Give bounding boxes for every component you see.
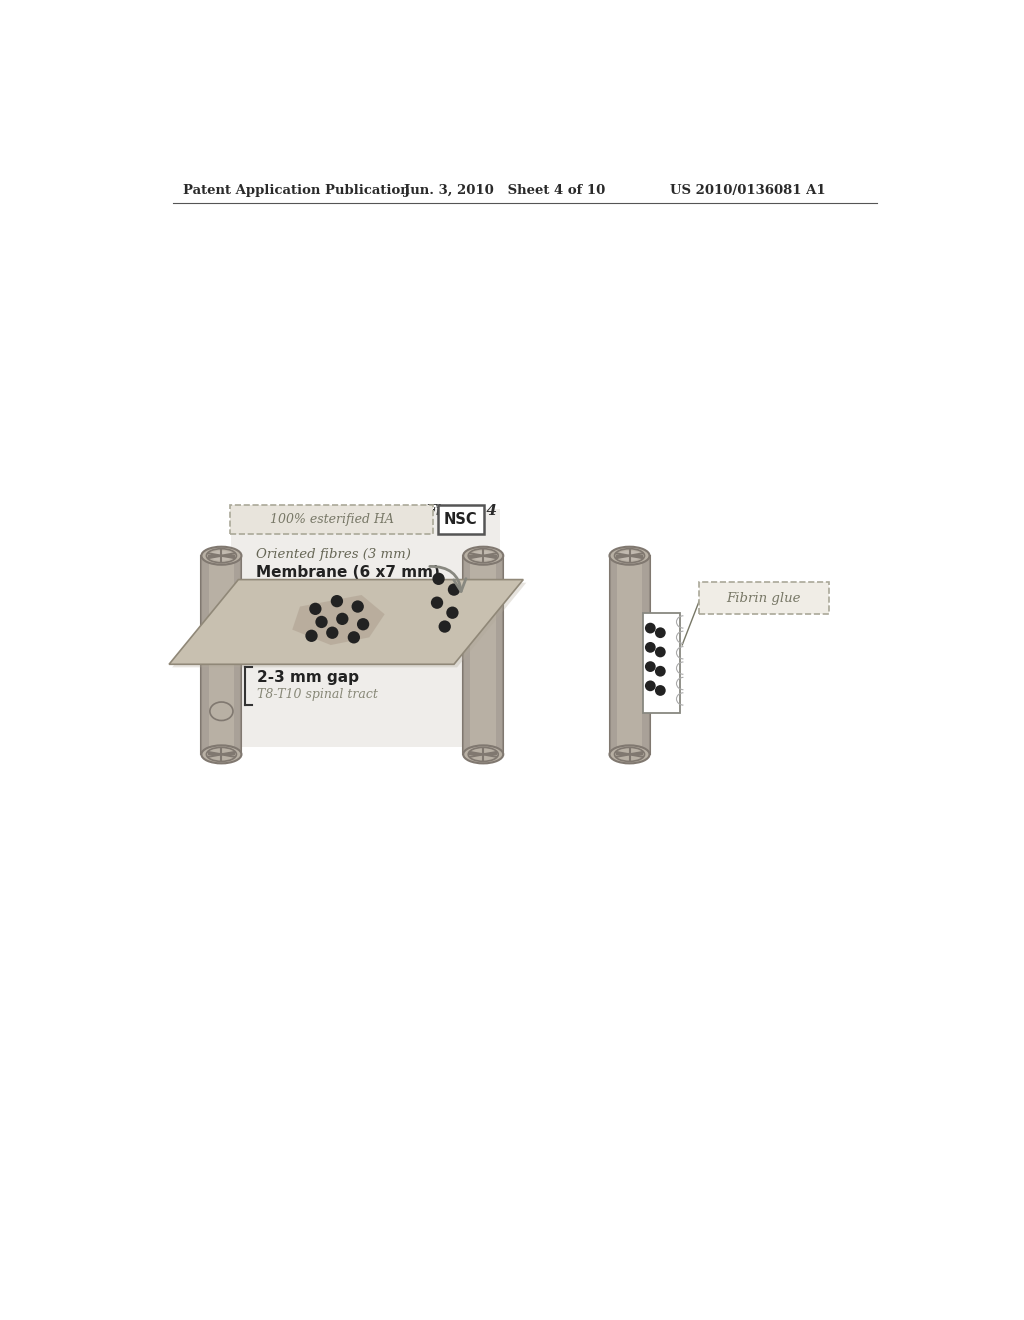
Circle shape xyxy=(447,583,460,595)
Polygon shape xyxy=(292,595,385,645)
Ellipse shape xyxy=(617,550,641,561)
FancyBboxPatch shape xyxy=(230,506,433,535)
Circle shape xyxy=(645,681,655,692)
Ellipse shape xyxy=(463,746,503,763)
Circle shape xyxy=(645,623,655,634)
Circle shape xyxy=(336,612,348,626)
Circle shape xyxy=(305,630,317,642)
Bar xyxy=(496,556,503,755)
Circle shape xyxy=(348,631,360,644)
Ellipse shape xyxy=(463,546,503,565)
Circle shape xyxy=(655,627,666,638)
Bar xyxy=(609,556,616,755)
Text: Jun. 3, 2010   Sheet 4 of 10: Jun. 3, 2010 Sheet 4 of 10 xyxy=(403,185,605,197)
Circle shape xyxy=(431,597,443,609)
FancyArrowPatch shape xyxy=(430,566,466,591)
Circle shape xyxy=(446,607,459,619)
Circle shape xyxy=(645,642,655,653)
Circle shape xyxy=(655,647,666,657)
Ellipse shape xyxy=(609,546,649,565)
Circle shape xyxy=(655,665,666,677)
Text: Patent Application Publication: Patent Application Publication xyxy=(183,185,410,197)
Text: Oriented fibres (3 mm): Oriented fibres (3 mm) xyxy=(256,548,411,561)
Text: 2-3 mm gap: 2-3 mm gap xyxy=(257,669,358,685)
Circle shape xyxy=(315,615,328,628)
Ellipse shape xyxy=(202,546,242,565)
Text: T8-T10 spinal tract: T8-T10 spinal tract xyxy=(257,688,378,701)
Ellipse shape xyxy=(202,746,242,763)
Text: Membrane (6 x7 mm): Membrane (6 x7 mm) xyxy=(256,565,440,581)
Text: US 2010/0136081 A1: US 2010/0136081 A1 xyxy=(670,185,825,197)
Circle shape xyxy=(645,661,655,672)
Ellipse shape xyxy=(210,702,233,721)
Ellipse shape xyxy=(471,550,496,561)
Polygon shape xyxy=(643,612,680,713)
Polygon shape xyxy=(172,582,526,668)
Circle shape xyxy=(326,627,339,639)
Bar xyxy=(234,556,242,755)
Text: 100% esterified HA: 100% esterified HA xyxy=(269,513,393,527)
Circle shape xyxy=(351,601,364,612)
Circle shape xyxy=(432,573,444,585)
Text: Fibrin glue: Fibrin glue xyxy=(727,591,801,605)
Circle shape xyxy=(357,618,370,631)
Circle shape xyxy=(438,620,451,632)
Circle shape xyxy=(309,603,322,615)
FancyBboxPatch shape xyxy=(463,556,503,755)
Bar xyxy=(642,556,649,755)
FancyBboxPatch shape xyxy=(202,556,242,755)
Text: Figure 4: Figure 4 xyxy=(426,504,498,517)
Polygon shape xyxy=(169,579,523,664)
Bar xyxy=(463,556,470,755)
FancyBboxPatch shape xyxy=(230,508,500,747)
Text: NSC: NSC xyxy=(444,512,478,527)
Circle shape xyxy=(655,685,666,696)
Ellipse shape xyxy=(609,746,649,763)
Bar xyxy=(202,556,209,755)
FancyBboxPatch shape xyxy=(609,556,649,755)
Ellipse shape xyxy=(210,550,233,561)
Circle shape xyxy=(331,595,343,607)
FancyBboxPatch shape xyxy=(438,506,484,535)
FancyBboxPatch shape xyxy=(698,582,829,614)
